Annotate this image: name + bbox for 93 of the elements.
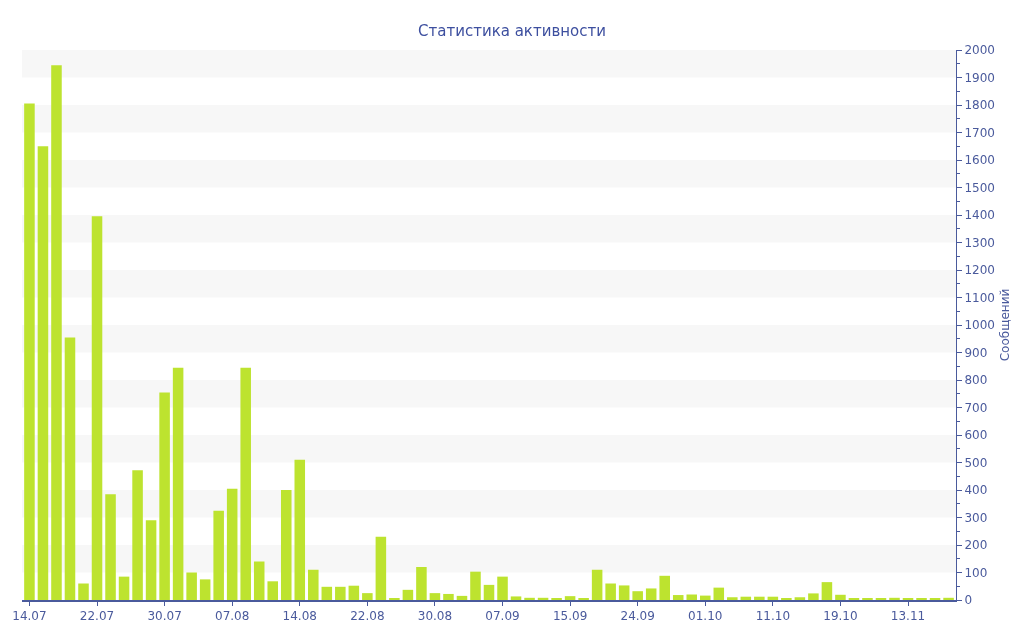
bar: [118, 576, 130, 600]
bar: [835, 594, 846, 600]
x-tick-label: 14.08: [282, 609, 317, 624]
y-tick-label: 1100: [964, 290, 995, 305]
y-tick-label: 1000: [964, 318, 995, 333]
bar: [145, 520, 157, 600]
y-tick-label: 200: [964, 538, 988, 553]
bar: [483, 584, 495, 600]
bar: [253, 561, 265, 600]
bar: [794, 597, 806, 600]
bar: [213, 510, 224, 600]
bar: [510, 596, 522, 600]
bar: [294, 459, 306, 600]
bar: [78, 583, 89, 600]
x-tick-label: 30.08: [417, 609, 453, 624]
y-tick-label: 600: [964, 428, 988, 443]
y-axis-title: Сообщений: [997, 288, 1012, 362]
bar: [497, 576, 508, 600]
y-tick-label: 1800: [964, 98, 995, 113]
y-tick-label: 0: [964, 593, 973, 608]
bar: [132, 470, 143, 600]
y-tick-label: 1200: [964, 263, 995, 278]
y-tick-label: 1600: [964, 153, 995, 168]
x-tick-label: 30.07: [147, 609, 182, 624]
bar: [564, 596, 576, 600]
y-tick-label: 1900: [964, 70, 995, 85]
x-tick-label: 07.09: [485, 609, 520, 624]
bar: [645, 588, 657, 600]
bar: [91, 216, 103, 600]
y-tick-label: 1400: [964, 208, 995, 223]
bar: [159, 392, 170, 600]
bar: [429, 593, 441, 600]
bar: [362, 593, 373, 600]
x-tick-label: 07.08: [215, 609, 250, 624]
y-tick-label: 1300: [964, 235, 995, 250]
bar: [456, 595, 468, 600]
bar: [699, 595, 711, 600]
bar: [808, 593, 819, 600]
bar: [402, 589, 414, 600]
bar: [37, 146, 49, 600]
y-tick-label: 1500: [964, 180, 995, 195]
bar: [186, 572, 197, 600]
y-tick-label: 1700: [964, 125, 995, 140]
bar: [943, 597, 954, 600]
y-tick-label: 300: [964, 510, 988, 525]
bar: [618, 585, 630, 600]
bar: [51, 65, 62, 600]
bar: [335, 586, 346, 600]
bar: [605, 583, 616, 600]
x-tick-label: 13.11: [890, 609, 926, 624]
y-tick-label: 900: [964, 345, 988, 360]
y-tick-label: 400: [964, 483, 988, 498]
bar: [821, 582, 833, 600]
bar: [470, 571, 481, 600]
bar: [240, 367, 251, 600]
x-tick-label: 24.09: [620, 609, 655, 624]
bar: [686, 594, 698, 600]
bar: [632, 591, 643, 600]
y-tick-label: 2000: [964, 43, 995, 58]
bar: [348, 585, 360, 600]
bar: [105, 494, 116, 600]
x-tick-label: 19.10: [823, 609, 858, 624]
bar: [24, 103, 35, 600]
bar: [321, 586, 333, 600]
bar: [280, 490, 292, 600]
y-tick-label: 500: [964, 455, 988, 470]
bar: [889, 597, 900, 600]
y-tick-label: 700: [964, 400, 988, 415]
bar: [172, 367, 184, 600]
bar: [672, 595, 684, 600]
bar: [524, 597, 535, 600]
x-tick-label: 11.10: [755, 609, 791, 624]
bar: [308, 569, 319, 600]
x-tick-label: 15.09: [552, 609, 588, 624]
bar: [64, 337, 76, 600]
x-tick-label: 14.07: [12, 609, 47, 624]
y-tick-label: 800: [964, 373, 988, 388]
x-tick-label: 22.07: [79, 609, 115, 624]
bar: [267, 581, 279, 600]
bar: [713, 587, 725, 600]
y-tick-label: 100: [964, 565, 988, 580]
bar: [591, 569, 603, 600]
bar: [754, 596, 765, 600]
chart-title: Статистика активности: [418, 22, 606, 41]
bar: [226, 488, 238, 600]
bar: [659, 575, 670, 600]
bar: [727, 597, 738, 600]
x-tick-label: 22.08: [350, 609, 385, 624]
bar: [443, 593, 454, 600]
bar: [199, 579, 211, 600]
x-tick-label: 01.10: [688, 609, 723, 624]
bar: [416, 567, 427, 600]
bar: [375, 536, 387, 600]
